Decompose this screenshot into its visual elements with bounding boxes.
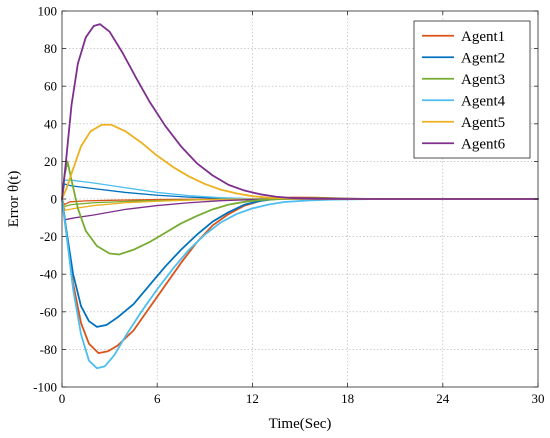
legend-box [413, 20, 531, 159]
y-tick-label: -80 [40, 342, 57, 357]
series-line-agent1 [61, 196, 539, 355]
y-tick-label: 60 [44, 79, 57, 94]
ticks: 0 6 12 18 24 30 -100 -80 -60 -40 -20 0 20 40 60 80 100 [33, 4, 544, 407]
series-lines [61, 23, 539, 370]
legend-label-agent5: Agent5 [461, 115, 505, 131]
series-line-agent3 [61, 160, 539, 256]
series-line-agent5 [61, 123, 539, 200]
series-line-secondary [61, 198, 539, 211]
y-tick-label: -40 [40, 267, 57, 282]
y-tick-label: 0 [51, 192, 58, 207]
y-tick-label: 100 [38, 4, 58, 19]
x-tick-label: 24 [436, 391, 450, 406]
series-line-secondary [61, 179, 539, 200]
legend-label-agent4: Agent4 [461, 93, 506, 109]
legend-label-agent6: Agent6 [461, 136, 506, 152]
legend-label-agent3: Agent3 [461, 72, 505, 88]
y-tick-label: 20 [44, 154, 57, 169]
y-tick-label: -100 [33, 380, 57, 395]
legend-label-agent1: Agent1 [461, 29, 505, 45]
legend-label-agent2: Agent2 [461, 50, 505, 66]
series-line-agent6 [61, 23, 539, 200]
series-line-agent4 [61, 198, 539, 370]
x-tick-label: 6 [154, 391, 161, 406]
y-tick-label: 40 [44, 116, 57, 131]
y-axis-label: Error θ(t) [6, 171, 22, 228]
series-line-agent2 [61, 197, 539, 328]
x-axis-label: Time(Sec) [269, 416, 332, 432]
y-tick-label: -60 [40, 304, 57, 319]
legend: Agent1 Agent2 Agent3 Agent4 Agent5 Agent6 [413, 20, 531, 159]
y-tick-label: -20 [40, 229, 57, 244]
x-tick-label: 30 [532, 391, 545, 406]
x-tick-label: 0 [59, 391, 66, 406]
y-tick-label: 80 [44, 41, 57, 56]
x-tick-label: 12 [246, 391, 259, 406]
x-tick-label: 18 [341, 391, 354, 406]
